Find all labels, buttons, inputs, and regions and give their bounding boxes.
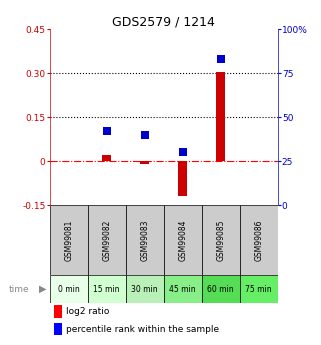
Text: 0 min: 0 min <box>58 285 80 294</box>
FancyBboxPatch shape <box>164 275 202 303</box>
Point <box>142 132 147 138</box>
FancyBboxPatch shape <box>126 275 164 303</box>
Text: GSM99082: GSM99082 <box>102 219 111 261</box>
Bar <box>54 323 62 335</box>
FancyBboxPatch shape <box>240 275 278 303</box>
Point <box>218 57 223 62</box>
Bar <box>216 72 225 161</box>
Text: ▶: ▶ <box>39 284 46 294</box>
Text: GSM99083: GSM99083 <box>140 219 149 261</box>
Text: GSM99084: GSM99084 <box>178 219 187 261</box>
FancyBboxPatch shape <box>50 205 88 275</box>
Text: log2 ratio: log2 ratio <box>66 307 109 316</box>
Text: GSM99081: GSM99081 <box>64 219 73 261</box>
FancyBboxPatch shape <box>202 205 240 275</box>
Text: 45 min: 45 min <box>169 285 196 294</box>
FancyBboxPatch shape <box>88 205 126 275</box>
FancyBboxPatch shape <box>126 205 164 275</box>
Text: time: time <box>9 285 29 294</box>
Bar <box>178 161 187 196</box>
FancyBboxPatch shape <box>240 205 278 275</box>
Text: 15 min: 15 min <box>93 285 120 294</box>
Text: GSM99086: GSM99086 <box>254 219 263 261</box>
FancyBboxPatch shape <box>50 275 88 303</box>
Point <box>104 128 109 134</box>
Text: percentile rank within the sample: percentile rank within the sample <box>66 325 219 334</box>
Bar <box>102 155 111 161</box>
Text: 30 min: 30 min <box>131 285 158 294</box>
Bar <box>140 161 150 164</box>
FancyBboxPatch shape <box>88 275 126 303</box>
Text: 75 min: 75 min <box>245 285 272 294</box>
Text: 60 min: 60 min <box>207 285 234 294</box>
Title: GDS2579 / 1214: GDS2579 / 1214 <box>112 15 215 28</box>
FancyBboxPatch shape <box>202 275 240 303</box>
FancyBboxPatch shape <box>164 205 202 275</box>
Bar <box>54 305 62 318</box>
Text: GSM99085: GSM99085 <box>216 219 225 261</box>
Point <box>180 150 185 155</box>
